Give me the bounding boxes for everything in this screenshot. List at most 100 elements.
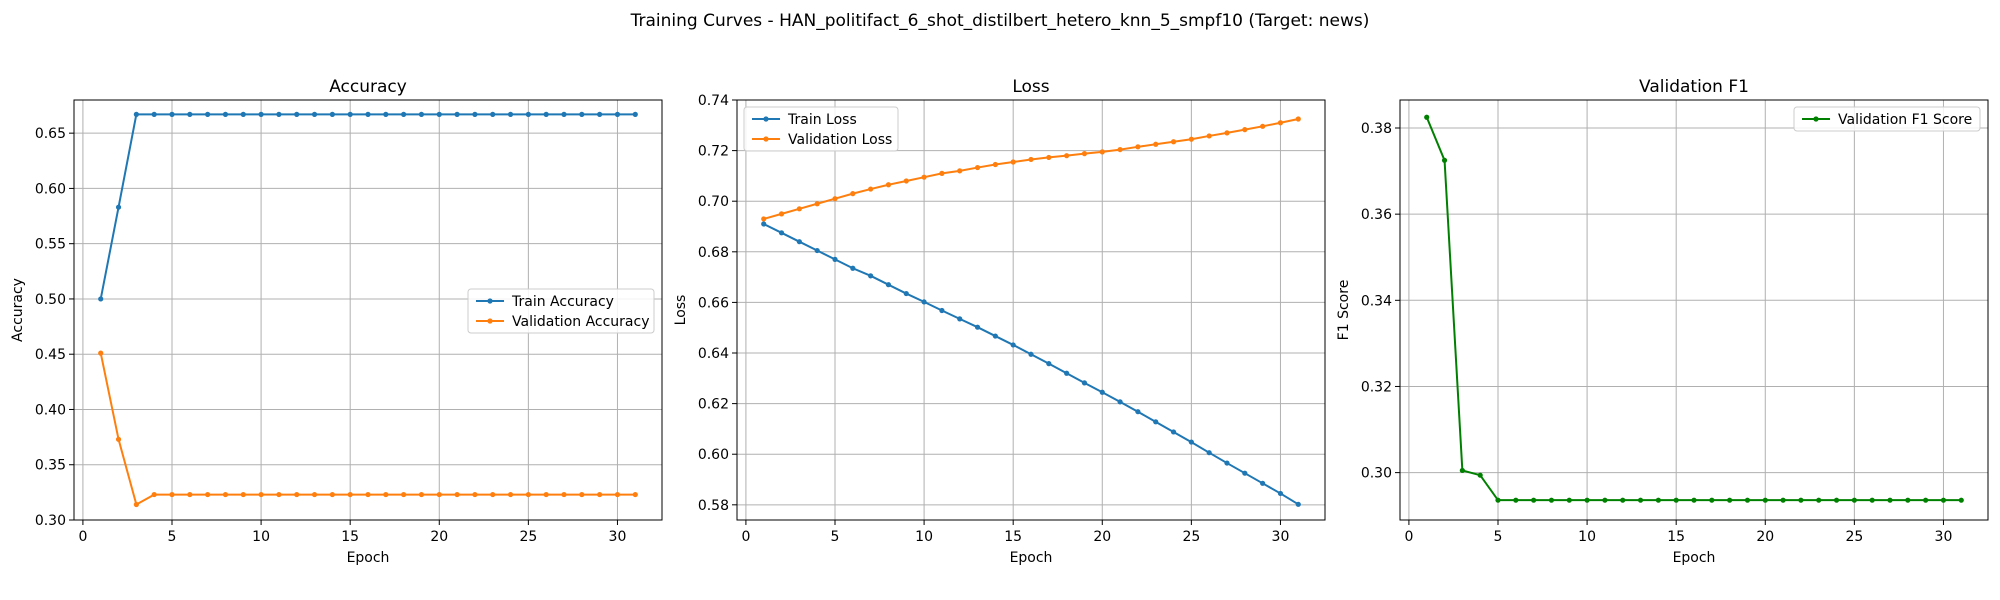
data-point xyxy=(347,111,353,117)
data-point xyxy=(383,111,389,117)
data-point xyxy=(472,111,478,117)
data-point xyxy=(151,111,157,117)
data-point xyxy=(490,491,496,498)
data-point xyxy=(454,111,460,117)
data-point xyxy=(1224,130,1230,136)
data-point xyxy=(1010,159,1016,165)
data-point xyxy=(1727,497,1733,503)
data-point xyxy=(418,111,425,117)
data-point xyxy=(850,265,856,271)
data-point xyxy=(258,491,264,498)
data-point xyxy=(1869,497,1875,503)
x-tick-label: 30 xyxy=(1272,529,1290,545)
legend-box xyxy=(1793,106,1981,132)
figure-suptitle: Training Curves - HAN_politifact_6_shot_… xyxy=(630,11,1370,31)
data-point xyxy=(1206,133,1212,139)
data-point xyxy=(903,178,909,184)
data-point xyxy=(169,491,175,498)
x-tick-label: 15 xyxy=(1004,529,1022,545)
data-point xyxy=(1905,497,1911,503)
data-point xyxy=(1744,497,1751,503)
data-point xyxy=(814,201,820,207)
y-tick-label: 0.60 xyxy=(698,447,729,463)
data-point xyxy=(1046,154,1052,161)
x-tick-label: 0 xyxy=(78,529,87,545)
data-point xyxy=(868,186,874,192)
data-point xyxy=(1064,370,1070,376)
y-tick-label: 0.34 xyxy=(1361,293,1392,309)
x-tick-label: 25 xyxy=(1845,529,1863,545)
data-point xyxy=(1940,497,1947,503)
data-point xyxy=(115,436,122,442)
data-point xyxy=(115,204,122,210)
data-point xyxy=(401,111,407,117)
x-tick-label: 10 xyxy=(252,529,270,545)
data-point xyxy=(1441,157,1448,163)
data-point xyxy=(796,206,802,212)
data-point xyxy=(365,111,371,117)
data-point xyxy=(1424,114,1430,120)
data-point xyxy=(761,221,767,227)
data-point xyxy=(1602,497,1608,503)
y-tick-label: 0.32 xyxy=(1361,379,1392,395)
data-point xyxy=(1206,450,1212,456)
data-point xyxy=(401,491,407,498)
data-point xyxy=(614,491,621,498)
data-point xyxy=(365,491,371,498)
x-tick-label: 5 xyxy=(168,529,177,545)
data-point xyxy=(1081,380,1088,386)
data-point xyxy=(472,491,478,498)
data-point xyxy=(974,164,981,171)
data-point xyxy=(543,111,549,117)
x-tick-label: 15 xyxy=(1667,529,1685,545)
y-tick-label: 0.30 xyxy=(1361,466,1392,482)
data-point xyxy=(1495,497,1501,503)
data-point xyxy=(921,174,927,180)
y-tick-label: 0.68 xyxy=(698,245,729,261)
data-point xyxy=(957,316,963,322)
y-tick-label: 0.38 xyxy=(1361,121,1392,137)
data-point xyxy=(1170,429,1177,435)
data-point xyxy=(1188,439,1194,445)
data-point xyxy=(1691,497,1697,503)
data-point xyxy=(276,491,282,498)
data-point xyxy=(1709,497,1715,503)
x-tick-label: 30 xyxy=(1935,529,1953,545)
x-tick-label: 25 xyxy=(519,529,537,545)
data-point xyxy=(1153,141,1159,147)
data-point xyxy=(1260,480,1266,486)
data-point xyxy=(258,111,264,117)
data-point xyxy=(1046,361,1052,367)
data-point xyxy=(761,216,767,222)
data-point xyxy=(903,290,909,297)
data-point xyxy=(240,111,246,117)
data-point xyxy=(1295,501,1301,507)
data-point xyxy=(151,491,157,498)
y-tick-label: 0.40 xyxy=(35,402,66,418)
y-tick-label: 0.45 xyxy=(35,347,66,363)
data-point xyxy=(133,111,139,117)
chart-panel-1: 0 5 10 15 20 25 30 0.30 0.35 0.40 0.45 0.50 0.55 0.60… xyxy=(10,77,663,566)
data-point xyxy=(1566,497,1572,503)
y-axis-label: Accuracy xyxy=(10,278,26,342)
data-point xyxy=(1780,497,1786,503)
data-point xyxy=(614,111,621,117)
data-point xyxy=(921,299,927,305)
x-axis-label: Epoch xyxy=(1673,550,1716,566)
data-point xyxy=(850,191,856,197)
legend-marker xyxy=(1813,116,1819,122)
chart-title: Accuracy xyxy=(329,77,407,97)
data-point xyxy=(1513,497,1519,503)
plot-frame xyxy=(736,99,1326,521)
x-tick-label: 15 xyxy=(341,529,359,545)
data-point xyxy=(1117,146,1123,153)
data-point xyxy=(1851,497,1857,503)
data-point xyxy=(1673,497,1679,503)
y-tick-label: 0.62 xyxy=(698,397,729,413)
data-point xyxy=(939,170,945,176)
data-point xyxy=(383,491,389,498)
legend-marker xyxy=(763,116,769,122)
data-point xyxy=(525,111,531,117)
data-point xyxy=(1833,497,1840,503)
